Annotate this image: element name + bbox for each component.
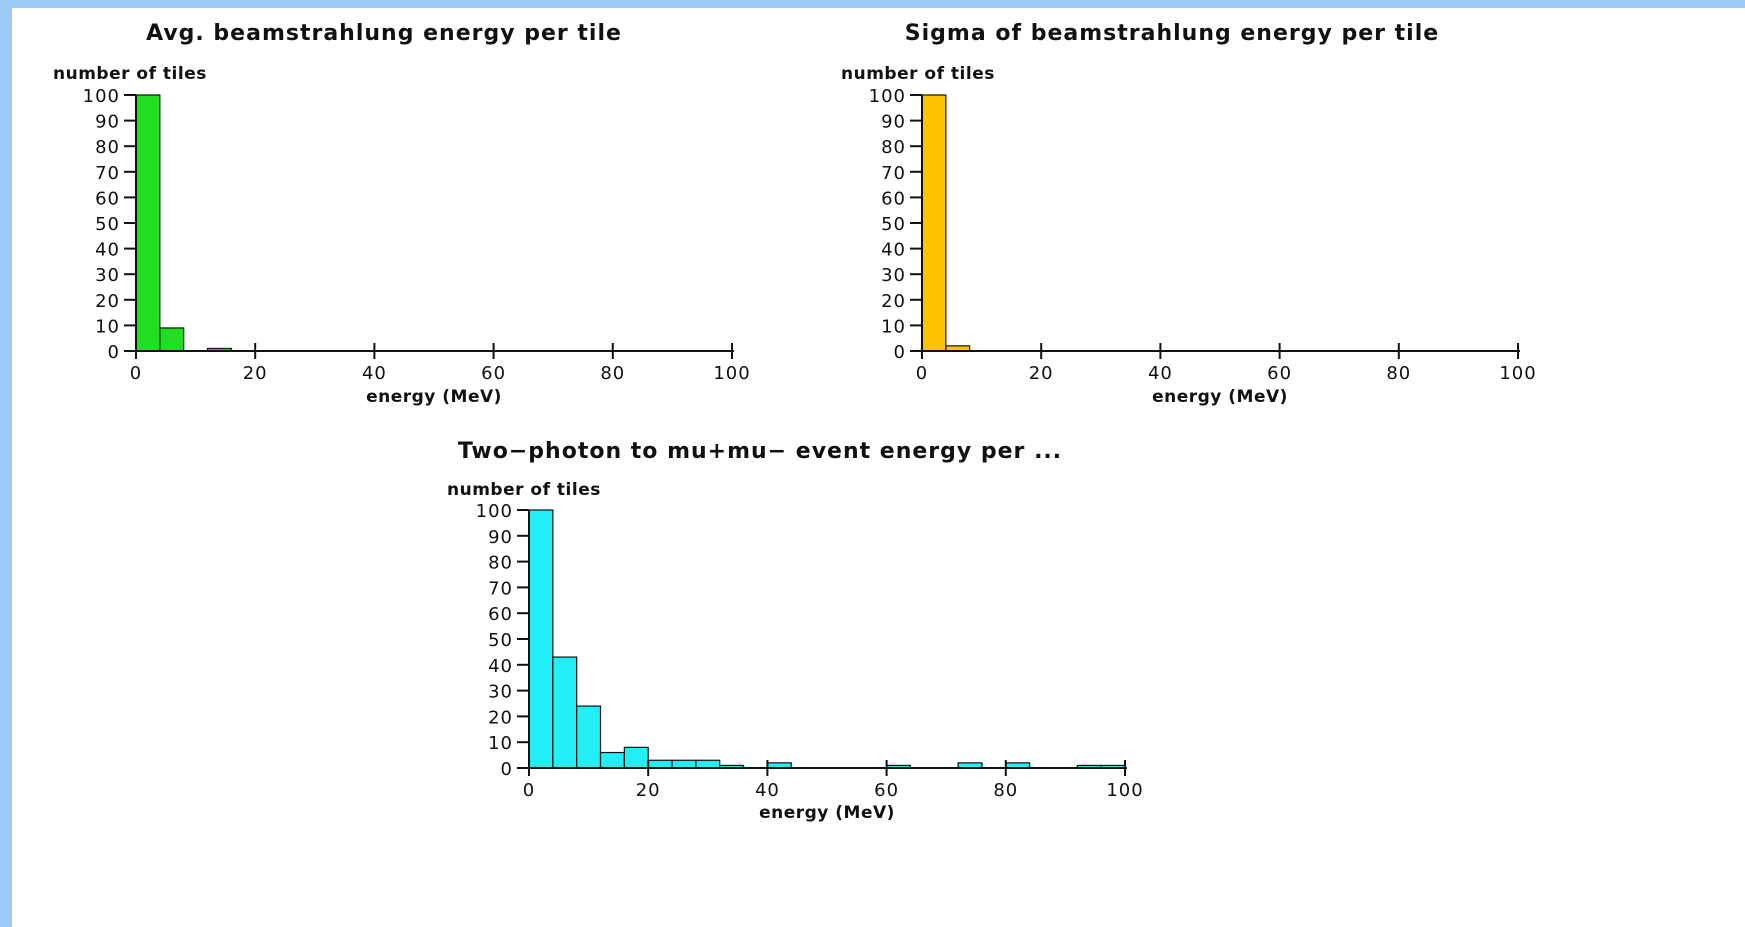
x-tick-label: 40 <box>755 780 780 801</box>
y-tick-label: 50 <box>488 630 513 651</box>
x-tick-label: 0 <box>523 780 535 801</box>
histogram-bar <box>528 509 554 769</box>
y-tick-label: 60 <box>95 188 120 209</box>
x-tick-label: 80 <box>993 780 1018 801</box>
histogram-bar <box>552 656 578 769</box>
chart-title: Two−photon to mu+mu− event energy per ..… <box>458 439 1062 464</box>
y-tick-label: 90 <box>95 112 120 133</box>
y-tick-label: 100 <box>476 501 513 522</box>
histogram-bar <box>159 327 185 352</box>
y-tick-label: 80 <box>488 553 513 574</box>
histogram-bar <box>647 759 673 769</box>
x-tick-label: 100 <box>1106 780 1143 801</box>
x-tick-label: 0 <box>130 363 142 384</box>
chart-title: Sigma of beamstrahlung energy per tile <box>905 21 1439 46</box>
histogram-bar <box>695 759 721 769</box>
y-tick-label: 70 <box>95 163 120 184</box>
y-tick-label: 20 <box>95 291 120 312</box>
y-tick-label: 0 <box>894 342 906 363</box>
y-axis-label: number of tiles <box>447 480 601 500</box>
histogram-bar <box>576 705 602 769</box>
x-tick-label: 0 <box>916 363 928 384</box>
x-axis-label: energy (MeV) <box>366 387 502 407</box>
histogram-2: Sigma of beamstrahlung energy per tile nu… <box>841 21 1536 407</box>
histogram-figure: Avg. beamstrahlung energy per tile number… <box>53 21 1536 823</box>
x-tick-label: 80 <box>600 363 625 384</box>
y-tick-label: 100 <box>83 86 120 107</box>
x-tick-label: 20 <box>1029 363 1054 384</box>
histogram-bar <box>623 746 649 769</box>
histogram-bar <box>135 94 161 352</box>
y-tick-label: 80 <box>95 137 120 158</box>
y-tick-label: 10 <box>488 733 513 754</box>
x-tick-label: 100 <box>713 363 750 384</box>
x-tick-label: 20 <box>243 363 268 384</box>
y-tick-label: 30 <box>881 265 906 286</box>
y-tick-label: 50 <box>95 214 120 235</box>
y-axis-label: number of tiles <box>841 64 995 84</box>
histogram-3: Two−photon to mu+mu− event energy per ..… <box>447 439 1143 823</box>
y-tick-label: 20 <box>488 707 513 728</box>
histogram-bar <box>921 94 947 352</box>
y-tick-label: 30 <box>95 265 120 286</box>
x-tick-label: 60 <box>481 363 506 384</box>
y-tick-label: 50 <box>881 214 906 235</box>
y-tick-label: 40 <box>488 656 513 677</box>
y-tick-label: 40 <box>95 240 120 261</box>
x-tick-label: 100 <box>1499 363 1536 384</box>
y-tick-label: 70 <box>488 578 513 599</box>
histogram-bar <box>671 759 697 769</box>
x-tick-label: 60 <box>874 780 899 801</box>
y-tick-label: 10 <box>95 316 120 337</box>
x-axis-label: energy (MeV) <box>1152 387 1288 407</box>
y-tick-label: 0 <box>501 759 513 780</box>
y-tick-label: 30 <box>488 682 513 703</box>
histogram-bar <box>599 751 625 769</box>
y-tick-label: 20 <box>881 291 906 312</box>
y-tick-label: 10 <box>881 316 906 337</box>
y-tick-label: 80 <box>881 137 906 158</box>
x-tick-label: 60 <box>1267 363 1292 384</box>
y-axis-label: number of tiles <box>53 64 207 84</box>
x-tick-label: 80 <box>1386 363 1411 384</box>
y-tick-label: 60 <box>488 604 513 625</box>
y-tick-label: 70 <box>881 163 906 184</box>
y-tick-label: 90 <box>881 112 906 133</box>
y-tick-label: 0 <box>108 342 120 363</box>
y-tick-label: 60 <box>881 188 906 209</box>
chart-title: Avg. beamstrahlung energy per tile <box>146 21 622 46</box>
x-tick-label: 40 <box>1148 363 1173 384</box>
x-axis-label: energy (MeV) <box>759 803 895 823</box>
x-tick-label: 40 <box>362 363 387 384</box>
y-tick-label: 100 <box>869 86 906 107</box>
y-tick-label: 40 <box>881 240 906 261</box>
y-tick-label: 90 <box>488 527 513 548</box>
x-tick-label: 20 <box>636 780 661 801</box>
figure-canvas: Avg. beamstrahlung energy per tile number… <box>12 8 1745 927</box>
histogram-1: Avg. beamstrahlung energy per tile number… <box>53 21 750 407</box>
